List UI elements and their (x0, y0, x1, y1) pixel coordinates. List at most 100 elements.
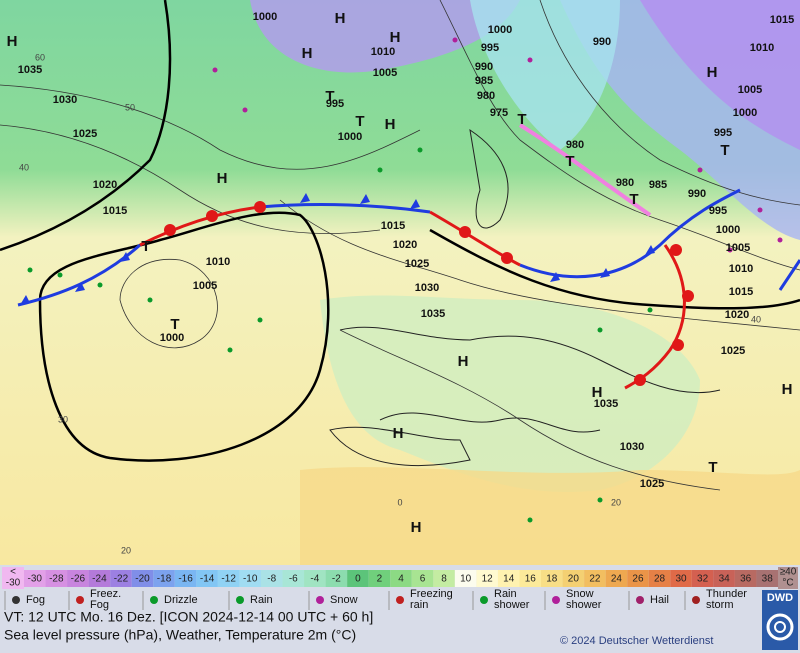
grid-label: 30 (58, 414, 68, 424)
weather-label: storm (706, 599, 734, 611)
pressure-center: H (335, 10, 346, 27)
scale-cell (519, 570, 542, 587)
scale-value: -12 (221, 574, 236, 585)
grid-label: 20 (121, 545, 131, 555)
isobar-label: 980 (616, 177, 634, 189)
scale-value: 28 (654, 574, 666, 585)
pressure-center: H (217, 170, 228, 187)
scale-value: 30 (675, 574, 687, 585)
copyright: © 2024 Deutscher Wetterdienst (560, 635, 713, 647)
scale-value: -8 (267, 574, 276, 585)
isobar-label: 1000 (160, 332, 184, 344)
pressure-center: H (302, 45, 313, 62)
scale-cell (217, 570, 240, 587)
scale-value: -2 (332, 574, 341, 585)
scale-value: 32 (697, 574, 709, 585)
isobar-label: 1025 (640, 478, 664, 490)
pressure-center: T (325, 88, 334, 105)
scale-cell (260, 570, 283, 587)
pressure-center: H (390, 29, 401, 46)
scale-cell (627, 570, 649, 587)
isobar-label: 1020 (93, 179, 117, 191)
weather-label: Drizzle (164, 594, 198, 606)
grid-label: 40 (19, 162, 29, 172)
product-description: Sea level pressure (hPa), Weather, Tempe… (4, 627, 356, 643)
pressure-center: H (393, 425, 404, 442)
weather-label: shower (494, 599, 530, 611)
isobar-label: 990 (593, 36, 611, 48)
scale-cell (196, 570, 218, 587)
isobar-label: 1010 (371, 46, 395, 58)
scale-value: 2 (377, 574, 383, 585)
scale-cell (605, 570, 628, 587)
isobar-label: 1015 (729, 286, 753, 298)
scale-value: 22 (589, 574, 601, 585)
isobar-label: 1020 (393, 239, 417, 251)
scale-value: 4 (398, 574, 404, 585)
weather-label: rain (410, 599, 428, 611)
pressure-center: T (565, 153, 574, 170)
pressure-center: T (170, 316, 179, 333)
main-isobar (0, 0, 172, 252)
scale-cell (347, 570, 369, 587)
grid-label: 60 (35, 52, 45, 62)
weather-label: Thunder (706, 588, 747, 600)
scale-cell (584, 570, 606, 587)
scale-value: -24 (92, 574, 107, 585)
logo-text: DWD (767, 592, 793, 604)
isobar-label: 1000 (716, 224, 740, 236)
isobar-label: 1015 (770, 14, 794, 26)
isobar-label: 1005 (193, 280, 217, 292)
warm-area (300, 467, 800, 565)
scale-cell (67, 570, 89, 587)
scale-cell (648, 570, 671, 587)
scale-cell (734, 570, 757, 587)
scale-cell (24, 570, 46, 587)
isobar-label: 995 (326, 98, 344, 110)
isobar-label: 1025 (721, 345, 745, 357)
weather-label: Snow (566, 588, 594, 600)
weather-label: Freezing (410, 588, 453, 600)
weather-label: Hail (650, 594, 669, 606)
scale-value: 24 (611, 574, 623, 585)
weather-label: Fog (90, 599, 109, 611)
coastline (339, 326, 721, 433)
land-area (320, 295, 700, 492)
isobar-label: 1000 (488, 24, 512, 36)
isobar-label: 990 (688, 188, 706, 200)
scale-cell (541, 570, 563, 587)
scale-value: 34 (719, 574, 731, 585)
weather-icon (150, 596, 158, 604)
scale-value: 36 (740, 574, 752, 585)
weather-icon (552, 596, 560, 604)
scale-low-end (2, 567, 24, 589)
weather-label: Rain (250, 594, 273, 606)
scale-cell (390, 570, 412, 587)
scale-value: 20 (568, 574, 580, 585)
grid-label: 50 (125, 102, 135, 112)
scale-cell (476, 570, 498, 587)
valid-time: VT: 12 UTC Mo. 16 Dez. [ICON 2024-12-14 … (4, 609, 373, 625)
weather-icon (692, 596, 700, 604)
scale-value: 38 (762, 574, 774, 585)
scale-value: 12 (482, 574, 494, 585)
isobars (0, 0, 800, 491)
logo-swirl (766, 613, 794, 641)
scale-cell (131, 570, 154, 587)
isobar-label: 1025 (73, 128, 97, 140)
isobar-label: 1035 (18, 64, 42, 76)
pressure-center: H (458, 353, 469, 370)
cool-area (470, 0, 620, 150)
isobar-label: 975 (490, 107, 508, 119)
warm-front (429, 210, 521, 267)
weather-icon (396, 596, 404, 604)
scale-cell (756, 570, 778, 587)
scale-cell (497, 570, 520, 587)
occluded-front (518, 123, 652, 217)
scale-cell (110, 570, 132, 587)
scale-cell (411, 570, 434, 587)
cold-front (519, 188, 741, 279)
isobar-label: 1020 (725, 309, 749, 321)
pressure-center: T (517, 111, 526, 128)
